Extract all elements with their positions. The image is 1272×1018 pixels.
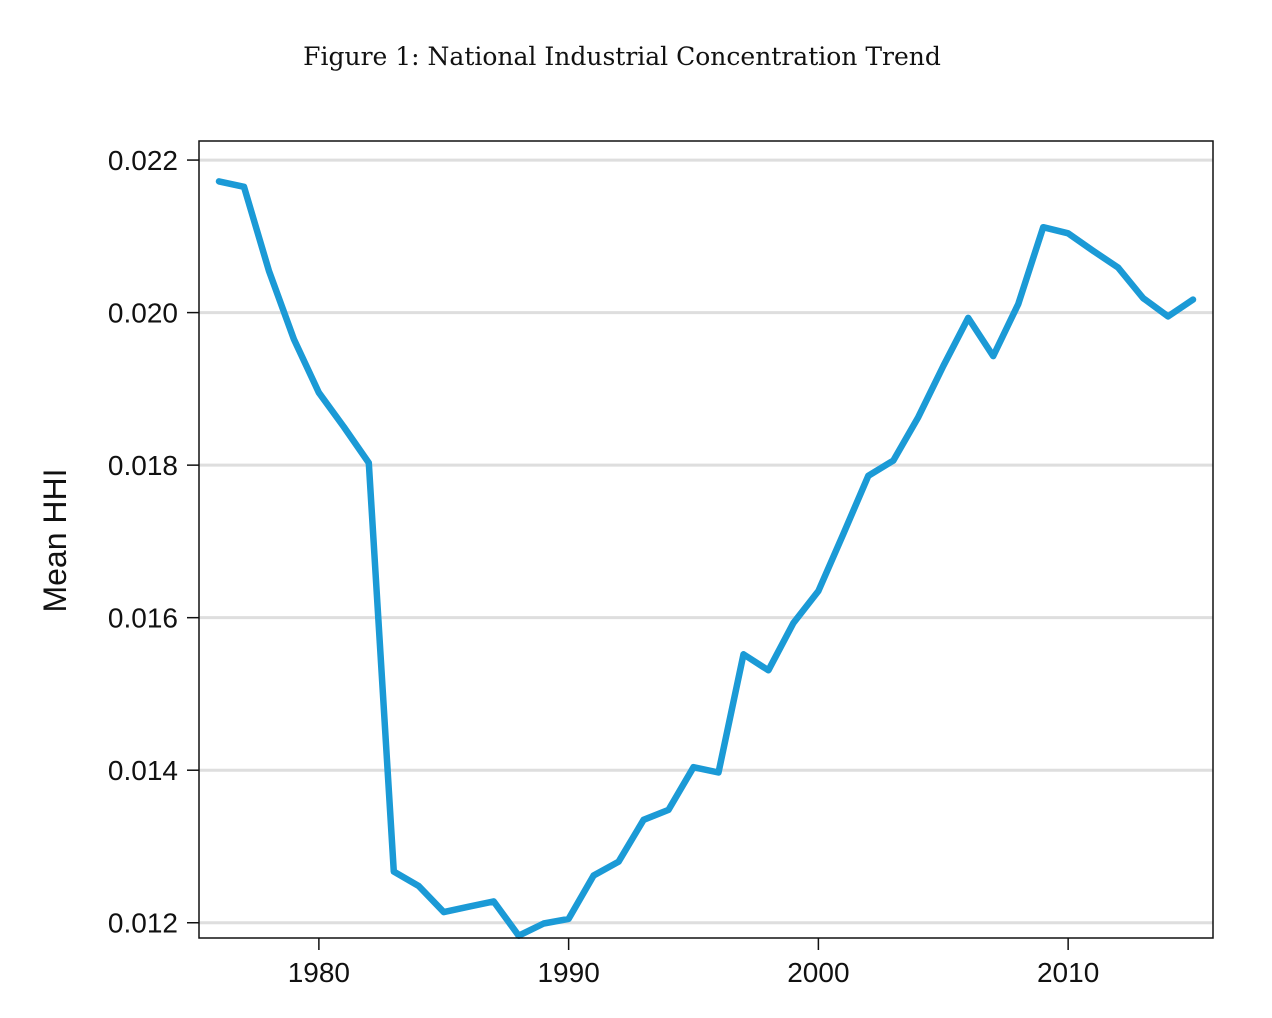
- data-point: [740, 651, 747, 657]
- data-point: [865, 473, 871, 479]
- data-point: [640, 817, 647, 823]
- grid-lines: [199, 158, 1213, 925]
- data-point: [591, 872, 597, 879]
- y-axis-title: Mean HHI: [37, 468, 73, 612]
- data-point: [541, 920, 547, 927]
- data-point: [615, 859, 622, 865]
- data-point: [566, 916, 572, 922]
- data-point: [915, 414, 921, 420]
- data-point: [965, 315, 971, 321]
- data-point: [466, 904, 472, 910]
- data-point: [491, 898, 497, 904]
- data-point: [516, 933, 522, 939]
- data-point: [990, 353, 996, 359]
- data-point: [416, 883, 422, 889]
- series-line: [215, 178, 1197, 939]
- data-point: [391, 869, 397, 875]
- data-point: [241, 184, 247, 190]
- data-point: [291, 336, 297, 342]
- data-point: [940, 363, 946, 369]
- data-point: [1190, 297, 1196, 303]
- plot-frame: [198, 140, 1214, 939]
- data-point: [1140, 295, 1146, 301]
- data-point: [1065, 230, 1071, 236]
- data-point: [690, 764, 697, 770]
- data-point: [815, 588, 821, 594]
- data-point: [1040, 224, 1046, 230]
- y-tick-label: 0.016: [108, 603, 178, 634]
- data-point: [890, 457, 896, 464]
- data-point: [341, 424, 347, 430]
- x-tick-label: 1990: [537, 957, 599, 988]
- data-point: [1115, 265, 1121, 271]
- x-tick-label: 2010: [1037, 957, 1099, 988]
- y-axis: 0.012 0.014 0.016 0.018 0.020 0.022: [108, 145, 199, 939]
- data-point: [790, 620, 797, 626]
- data-point: [366, 460, 372, 466]
- y-tick-label: 0.020: [108, 298, 178, 329]
- data-point: [1165, 313, 1171, 320]
- data-point: [1090, 248, 1096, 254]
- y-tick-label: 0.014: [108, 755, 178, 786]
- data-point: [216, 178, 222, 185]
- data-point: [665, 807, 672, 813]
- x-axis: 1980 1990 2000 2010: [288, 938, 1099, 988]
- series-layer: [215, 178, 1197, 939]
- figure-title: Figure 1: National Industrial Concentrat…: [303, 42, 941, 71]
- data-point: [266, 268, 272, 274]
- y-tick-label: 0.018: [108, 450, 178, 481]
- data-point: [1015, 301, 1021, 307]
- x-tick-label: 2000: [787, 957, 849, 988]
- x-tick-label: 1980: [288, 957, 350, 988]
- data-point: [840, 531, 846, 537]
- data-point: [316, 390, 322, 396]
- data-point: [441, 909, 447, 915]
- data-point: [765, 667, 772, 673]
- y-tick-label: 0.022: [108, 145, 178, 176]
- y-tick-label: 0.012: [108, 908, 178, 939]
- data-point: [715, 769, 722, 776]
